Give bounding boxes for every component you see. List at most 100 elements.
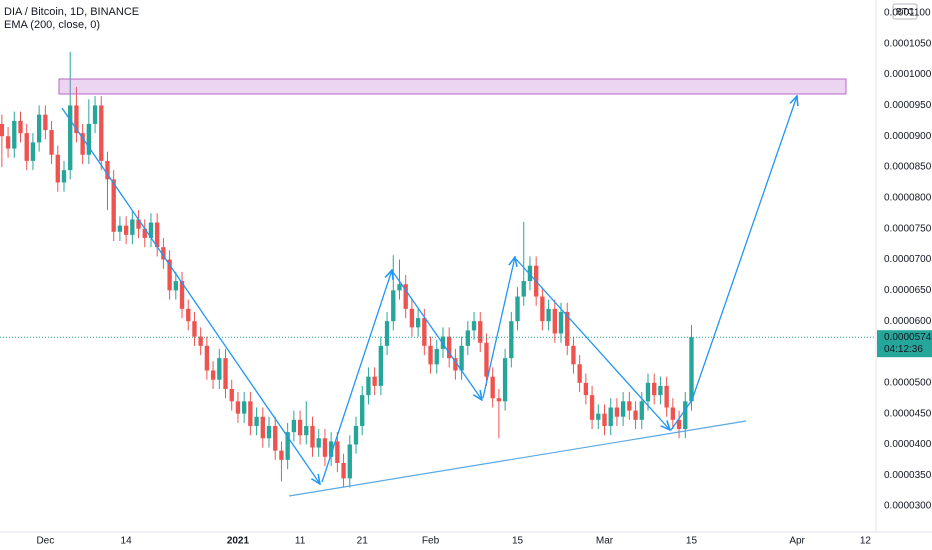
- candle-body: [123, 225, 129, 235]
- current-price-box: [877, 330, 932, 358]
- x-tick-label: Feb: [422, 536, 440, 547]
- candle-body: [378, 345, 384, 386]
- candle-body: [148, 222, 154, 238]
- candle-body: [521, 281, 526, 297]
- y-tick-label: 0.0001000: [884, 69, 932, 80]
- candle-body: [633, 410, 638, 420]
- candle-body: [173, 281, 178, 291]
- candle-body: [285, 432, 290, 460]
- candle-body: [316, 438, 321, 448]
- candle-body: [571, 345, 576, 365]
- y-tick-label: 0.0000600: [884, 316, 932, 327]
- candle-body: [384, 321, 390, 346]
- y-tick-label: 0.0001100: [884, 8, 931, 19]
- x-tick-label: 2021: [227, 536, 250, 547]
- candle-body: [117, 225, 123, 232]
- candle-body: [335, 441, 340, 463]
- x-tick-label: Apr: [789, 536, 805, 547]
- candle-body: [515, 296, 520, 322]
- candle-body: [136, 219, 141, 229]
- indicator-label: EMA (200, close, 0): [4, 19, 100, 31]
- candle-body: [223, 358, 228, 389]
- candle-body: [471, 321, 477, 331]
- candle-body: [36, 114, 42, 143]
- candle-body: [322, 438, 328, 457]
- x-tick-label: 14: [121, 536, 133, 547]
- y-tick-label: 0.0000900: [884, 131, 932, 142]
- x-tick-label: 15: [686, 536, 698, 547]
- candle-body: [5, 136, 11, 149]
- candle-body: [310, 425, 315, 448]
- candle-body: [161, 247, 166, 260]
- candle-body: [652, 382, 657, 396]
- candle-body: [434, 348, 439, 365]
- candle-body: [415, 318, 421, 328]
- candle-body: [509, 321, 514, 359]
- candle-body: [664, 385, 669, 408]
- candle-body: [273, 425, 278, 451]
- drawings: [58, 78, 847, 497]
- currency-button-label[interactable]: BTC: [896, 6, 915, 16]
- candle-body: [689, 337, 694, 402]
- candle-body: [279, 450, 284, 460]
- candle-body: [366, 376, 371, 396]
- candle-body: [186, 308, 191, 322]
- candle-body: [552, 308, 557, 334]
- y-tick-label: 0.0000700: [884, 254, 932, 265]
- chart-title: DIA / Bitcoin, 1D, BINANCE: [4, 6, 139, 18]
- candle-body: [620, 401, 626, 417]
- candle-body: [645, 382, 651, 402]
- candle-body: [453, 358, 458, 371]
- y-tick-label: 0.0000950: [884, 100, 932, 111]
- trend-arrow: [392, 271, 482, 400]
- candle-body: [602, 413, 607, 426]
- x-tick-label: Dec: [36, 536, 54, 547]
- candle-body: [465, 330, 470, 346]
- candle-body: [61, 170, 67, 183]
- candle-body: [55, 154, 60, 183]
- candle-body: [254, 416, 259, 426]
- candle-body: [583, 382, 589, 396]
- candle-body: [478, 321, 483, 343]
- candle-body: [105, 160, 110, 180]
- candle-body: [49, 130, 54, 155]
- currency-button[interactable]: [892, 3, 918, 20]
- candle-body: [403, 284, 408, 309]
- candle-body: [210, 370, 216, 380]
- candle-body: [92, 105, 98, 124]
- candle-body: [12, 120, 17, 149]
- candle-body: [484, 342, 489, 377]
- candle-body: [496, 398, 502, 402]
- candle-body: [142, 228, 147, 238]
- candle-body: [30, 142, 36, 161]
- trend-arrow: [61, 107, 320, 484]
- candle-body: [614, 407, 620, 417]
- candle-body: [18, 120, 23, 134]
- candle-body: [328, 441, 334, 457]
- candle-body: [353, 425, 359, 445]
- countdown-label: 04:12:36: [884, 344, 923, 355]
- candle-body: [397, 284, 402, 291]
- trend-arrow: [515, 258, 670, 430]
- candle-body: [596, 413, 601, 420]
- current-price-label: 0.0000574: [884, 332, 932, 343]
- x-tick-label: Mar: [596, 536, 614, 547]
- candle-body: [111, 179, 116, 232]
- candle-body: [527, 265, 533, 282]
- candle-body: [546, 308, 551, 322]
- candle-body: [24, 133, 29, 161]
- candle-body: [447, 336, 452, 359]
- candle-body: [198, 336, 203, 346]
- trend-arrow: [321, 270, 392, 483]
- candle-body: [291, 419, 297, 433]
- x-tick-label: 15: [512, 536, 524, 547]
- candle-body: [74, 105, 79, 134]
- candle-body: [565, 311, 570, 346]
- candle-body: [372, 376, 377, 386]
- candle-body: [683, 401, 688, 430]
- candle-body: [627, 401, 632, 411]
- y-tick-label: 0.0000400: [884, 439, 932, 450]
- candle-body: [167, 259, 172, 291]
- candle-body: [589, 395, 595, 420]
- candle-body: [540, 296, 545, 322]
